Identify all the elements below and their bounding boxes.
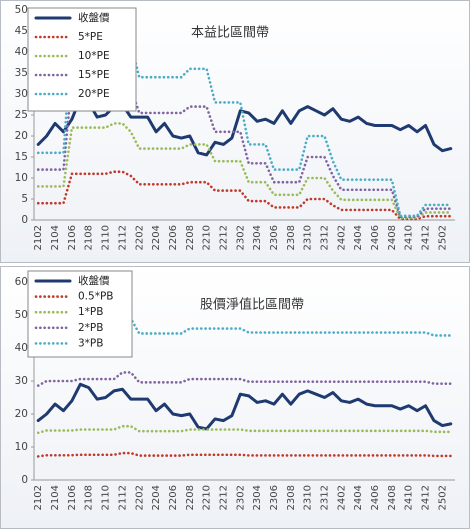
x-tick-label: 2210	[202, 225, 213, 250]
x-tick-label: 2306	[269, 485, 280, 510]
x-tick-label: 2304	[252, 225, 263, 250]
x-tick-label: 2312	[319, 225, 330, 250]
y-tick-label: 15	[15, 151, 28, 163]
series-line	[36, 371, 453, 387]
legend-label: 20*PE	[78, 88, 110, 100]
x-tick-label: 2112	[117, 485, 128, 510]
x-tick-label: 2212	[218, 225, 229, 250]
x-tick-label: 2502	[437, 485, 448, 510]
x-tick-label: 2502	[437, 225, 448, 250]
y-tick-label: 30	[15, 375, 28, 387]
legend-label: 收盤價	[78, 11, 110, 24]
y-tick-label: 0	[21, 214, 28, 226]
y-tick-label: 50	[15, 309, 28, 321]
x-tick-label: 2210	[202, 485, 213, 510]
x-tick-label: 2402	[336, 485, 347, 510]
x-tick-label: 2408	[387, 225, 398, 250]
x-tick-label: 2206	[168, 485, 179, 510]
y-tick-label: 20	[15, 408, 28, 420]
y-tick-label: 25	[15, 109, 28, 121]
legend-label: 10*PE	[78, 50, 110, 62]
x-tick-label: 2302	[235, 225, 246, 250]
x-tick-label: 2102	[33, 225, 44, 250]
series-line	[36, 317, 453, 340]
x-tick-label: 2104	[50, 485, 61, 510]
y-tick-label: 40	[15, 342, 28, 354]
x-tick-label: 2102	[33, 485, 44, 510]
series-line	[36, 170, 453, 221]
legend-label: 2*PB	[78, 322, 103, 334]
y-tick-label: 35	[15, 67, 28, 79]
chart-title: 本益比區間帶	[191, 26, 269, 41]
legend-label: 收盤價	[78, 274, 110, 287]
x-tick-label: 2412	[421, 485, 432, 510]
series-line	[36, 451, 453, 458]
series-line	[36, 122, 453, 220]
legend-box	[27, 7, 137, 112]
y-tick-label: 5	[21, 193, 28, 205]
x-tick-label: 2110	[101, 485, 112, 510]
x-tick-label: 2402	[336, 225, 347, 250]
x-tick-label: 2204	[151, 485, 162, 510]
x-tick-label: 2406	[370, 485, 381, 510]
x-tick-label: 2202	[134, 225, 145, 250]
y-tick-label: 20	[15, 130, 28, 142]
x-tick-label: 2412	[421, 225, 432, 250]
x-tick-label: 2106	[67, 225, 78, 250]
x-tick-label: 2206	[168, 225, 179, 250]
x-tick-label: 2410	[404, 225, 415, 250]
x-tick-label: 2410	[404, 485, 415, 510]
legend-label: 0.5*PB	[78, 291, 113, 303]
legend-label: 15*PE	[78, 69, 110, 81]
y-tick-label: 10	[15, 441, 28, 453]
x-tick-label: 2406	[370, 225, 381, 250]
x-tick-label: 2208	[185, 485, 196, 510]
x-tick-label: 2308	[286, 225, 297, 250]
x-tick-label: 2404	[353, 485, 364, 510]
x-tick-label: 2310	[303, 225, 314, 250]
x-tick-label: 2108	[84, 485, 95, 510]
legend-label: 1*PB	[78, 306, 103, 318]
y-tick-label: 50	[15, 4, 28, 16]
x-tick-label: 2108	[84, 225, 95, 250]
legend-label: 5*PE	[78, 31, 103, 43]
y-tick-label: 45	[15, 25, 28, 37]
x-tick-label: 2304	[252, 485, 263, 510]
legend-label: 3*PB	[78, 337, 103, 349]
series-line	[36, 424, 453, 435]
x-tick-label: 2404	[353, 225, 364, 250]
y-tick-label: 10	[15, 172, 28, 184]
x-tick-label: 2202	[134, 485, 145, 510]
chart-title: 股價淨值比區間帶	[200, 297, 304, 313]
series-line	[36, 382, 453, 431]
x-tick-label: 2302	[235, 485, 246, 510]
x-tick-label: 2204	[151, 225, 162, 250]
y-tick-label: 40	[15, 46, 28, 58]
x-tick-label: 2408	[387, 485, 398, 510]
series-line	[36, 96, 453, 157]
x-tick-label: 2110	[101, 225, 112, 250]
x-tick-label: 2208	[185, 225, 196, 250]
x-tick-label: 2112	[117, 225, 128, 250]
y-tick-label: 0	[21, 474, 28, 486]
x-tick-label: 2308	[286, 485, 297, 510]
x-tick-label: 2306	[269, 225, 280, 250]
x-tick-label: 2310	[303, 485, 314, 510]
x-tick-label: 2104	[50, 225, 61, 250]
x-tick-label: 2312	[319, 485, 330, 510]
y-tick-label: 30	[15, 88, 28, 100]
x-tick-label: 2106	[67, 485, 78, 510]
y-tick-label: 60	[15, 276, 28, 288]
x-tick-label: 2212	[218, 485, 229, 510]
series-line	[36, 25, 453, 218]
